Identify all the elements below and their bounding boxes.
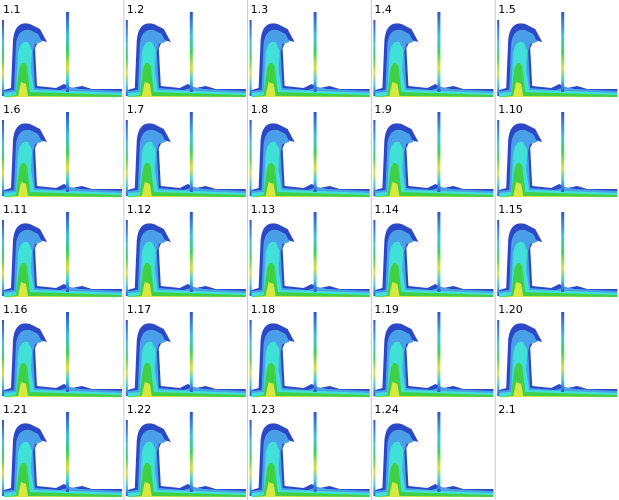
panel-image: [125, 112, 246, 197]
panel: 1.5: [494, 0, 618, 100]
panel-image: [497, 112, 618, 197]
panel-image: [497, 12, 618, 97]
panel-image: [125, 212, 246, 297]
panel-image: [249, 212, 370, 297]
panel-label: 1.2: [127, 3, 145, 16]
panel-label: 1.3: [251, 3, 269, 16]
panel-label: 1.6: [3, 103, 21, 116]
panel: 1.2: [123, 0, 246, 100]
panel: 1.17: [123, 300, 246, 400]
panel-image: [373, 412, 494, 497]
panel-label: 1.22: [127, 403, 152, 416]
panel: 1.3: [247, 0, 370, 100]
panel: 1.18: [247, 300, 370, 400]
panel-label: 1.23: [251, 403, 276, 416]
panel: 1.23: [247, 400, 370, 500]
panel-label: 1.10: [498, 103, 523, 116]
panel: 1.10: [494, 100, 618, 200]
panel-label: 1.1: [3, 3, 21, 16]
panel: 1.11: [2, 203, 122, 297]
panel-image: [2, 212, 122, 297]
panel-image: [373, 12, 494, 97]
panel-label: 1.13: [251, 203, 276, 216]
panel-image: [249, 412, 370, 497]
panel: 1.21: [2, 403, 122, 497]
panel-label: 1.19: [374, 303, 399, 316]
panel: 1.13: [247, 200, 370, 300]
panel-image: [373, 312, 494, 397]
panel: 1.22: [123, 400, 246, 500]
panel-image: [249, 312, 370, 397]
panel-image: [249, 12, 370, 97]
panel: 1.20: [494, 300, 618, 400]
panel: 1.7: [123, 100, 246, 200]
panel: 1.8: [247, 100, 370, 200]
panel: 1.6: [2, 103, 122, 197]
panel: 1.19: [370, 300, 494, 400]
panel-image: [497, 312, 618, 397]
panel-image: [2, 312, 122, 397]
panel: 1.9: [370, 100, 494, 200]
panel-label: 1.16: [3, 303, 28, 316]
panel: 1.24: [370, 400, 494, 500]
panel-label: 1.18: [251, 303, 276, 316]
panel-image: [249, 112, 370, 197]
panel-label: 1.9: [374, 103, 392, 116]
panel: 1.14: [370, 200, 494, 300]
panel-label: 1.5: [498, 3, 516, 16]
panel-image: [125, 12, 246, 97]
panel-image: [2, 412, 122, 497]
panel-label: 1.11: [3, 203, 28, 216]
panel-image: [373, 112, 494, 197]
panel-label: 1.7: [127, 103, 145, 116]
panel: 1.4: [370, 0, 494, 100]
panel-label: 1.15: [498, 203, 523, 216]
panel: 1.1: [2, 3, 122, 97]
panel: 2.1: [494, 400, 516, 500]
panel-label: 1.24: [374, 403, 399, 416]
panel-image: [2, 12, 122, 97]
panel-label: 1.4: [374, 3, 392, 16]
panel-image: [2, 112, 122, 197]
panel-label: 1.14: [374, 203, 399, 216]
panel-label: 1.8: [251, 103, 269, 116]
panel: 1.15: [494, 200, 618, 300]
panel-image: [497, 212, 618, 297]
panel-label: 1.12: [127, 203, 152, 216]
panel-image: [373, 212, 494, 297]
panel-label: 1.17: [127, 303, 152, 316]
panel-label: 2.1: [498, 403, 516, 416]
panel: 1.16: [2, 303, 122, 397]
panel-label: 1.21: [3, 403, 28, 416]
panel-label: 1.20: [498, 303, 523, 316]
panel: 1.12: [123, 200, 246, 300]
panel-image: [125, 312, 246, 397]
panel-image: [125, 412, 246, 497]
